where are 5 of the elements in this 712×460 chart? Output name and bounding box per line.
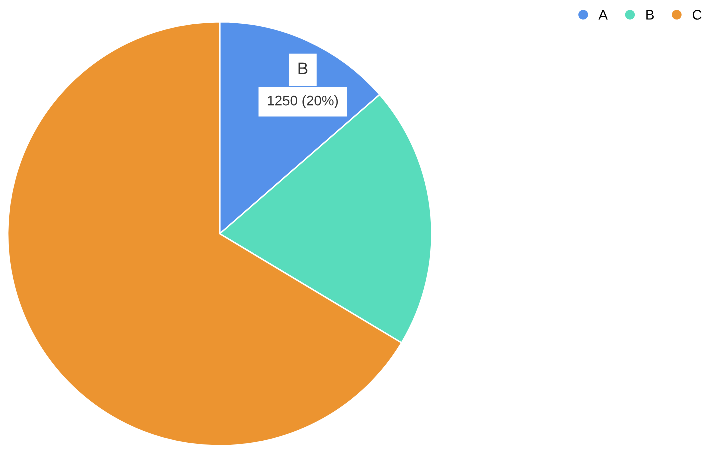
text: B (298, 62, 308, 74)
text: 1250 (20%) (268, 96, 338, 108)
legend-label: B (646, 10, 654, 20)
legend-label: C (692, 10, 702, 20)
legend-label: A (598, 10, 608, 20)
